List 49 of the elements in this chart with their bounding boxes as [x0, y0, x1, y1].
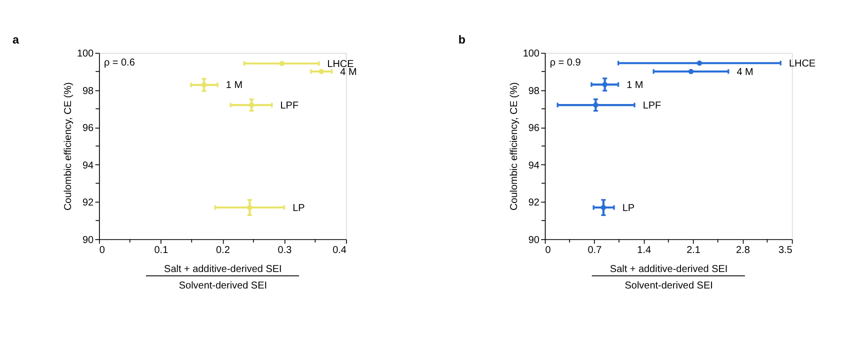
x-axis-title: Salt + additive-derived SEI Solvent-derived SEI — [610, 264, 728, 292]
point — [279, 60, 284, 66]
x-tick-label: 0.7 — [588, 244, 602, 256]
annotation: LP — [292, 202, 306, 214]
point — [248, 102, 254, 108]
x-axis-title: Salt + additive-derived SEI Solvent-derived SEI — [164, 264, 282, 292]
y-tick-label: 90 — [528, 234, 540, 246]
y-tick-label: 94 — [82, 160, 94, 172]
annotation: LPF — [642, 100, 662, 112]
chart-title: a — [12, 34, 20, 47]
x-tick-label: 0.2 — [216, 244, 230, 256]
point — [602, 82, 608, 88]
point — [593, 102, 598, 108]
y-tick-label: 98 — [82, 86, 94, 97]
x-tick-label: 0 — [545, 244, 552, 256]
x-tick-label: 0 — [99, 244, 106, 256]
y-tick-label: 98 — [528, 86, 540, 97]
y-axis-title: Coulombic efficiency, CE (%) — [508, 82, 520, 211]
annotation: 1 M — [626, 80, 644, 91]
point — [600, 204, 606, 210]
annotation: ρ = 0.9 — [550, 57, 582, 68]
chart-title: b — [458, 34, 466, 47]
annotation: 4 M — [736, 66, 754, 78]
y-tick-label: 92 — [82, 198, 94, 209]
x-tick-label: 2.8 — [736, 244, 750, 256]
x-tick-label: 1.4 — [637, 244, 652, 256]
y-axis-title: Coulombic efficiency, CE (%) — [63, 82, 74, 211]
annotation: LPF — [280, 100, 299, 112]
x-tick-label: 0.3 — [278, 244, 292, 256]
x-tick-label: 0.1 — [154, 244, 169, 256]
annotation: LHCE — [788, 58, 816, 70]
y-tick-label: 100 — [522, 48, 540, 60]
x-tick-label: 0.4 — [332, 244, 347, 256]
y-tick-label: 96 — [82, 123, 94, 134]
point — [696, 60, 702, 66]
y-tick-label: 96 — [528, 123, 540, 134]
y-tick-label: 90 — [82, 234, 94, 246]
annotation: 1 M — [226, 80, 243, 92]
point — [247, 204, 252, 210]
annotation: LP — [622, 202, 635, 214]
y-tick-label: 92 — [528, 198, 540, 209]
annotation: ρ = 0.6 — [104, 57, 136, 68]
y-tick-label: 100 — [76, 48, 94, 60]
x-tick-label: 2.1 — [686, 244, 701, 256]
point — [688, 68, 694, 74]
x-tick-label: 3.5 — [778, 244, 793, 256]
y-tick-label: 94 — [528, 160, 540, 172]
point — [318, 68, 324, 74]
point — [201, 82, 207, 88]
